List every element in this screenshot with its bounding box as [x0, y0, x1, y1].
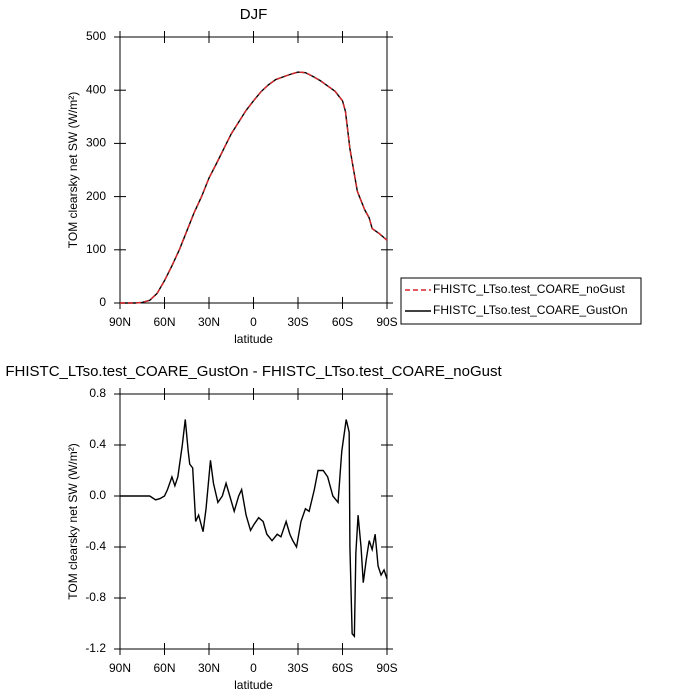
x-tick-label: 90N — [109, 315, 131, 329]
legend-label: FHISTC_LTso.test_COARE_noGust — [433, 282, 626, 296]
data-line — [120, 71, 388, 304]
x-tick-label: 90N — [109, 661, 131, 675]
y-tick-label: 0.8 — [89, 386, 106, 400]
y-tick-label: 500 — [86, 29, 106, 43]
chart-title: FHISTC_LTso.test_COARE_GustOn - FHISTC_L… — [5, 363, 502, 380]
data-line — [120, 71, 388, 304]
x-tick-label: 30N — [198, 315, 220, 329]
y-tick-label: -0.4 — [85, 539, 106, 553]
x-tick-label: 0 — [250, 661, 257, 675]
y-tick-label: 400 — [86, 82, 106, 96]
x-tick-label: 60N — [153, 661, 175, 675]
x-tick-label: 60N — [153, 315, 175, 329]
x-tick-label: 60S — [332, 661, 353, 675]
chart-title: DJF — [240, 6, 268, 23]
y-tick-label: -0.8 — [85, 590, 106, 604]
data-line — [120, 419, 388, 639]
legend-label: FHISTC_LTso.test_COARE_GustOn — [433, 303, 628, 317]
x-tick-label: 90S — [376, 661, 397, 675]
y-tick-label: 0.0 — [89, 488, 106, 502]
y-tick-label: 0 — [99, 295, 106, 309]
y-axis-label: TOM clearsky net SW (W/m²) — [66, 443, 80, 599]
plot-frame — [119, 393, 388, 650]
y-tick-label: -1.2 — [85, 641, 106, 655]
y-tick-label: 0.4 — [89, 437, 106, 451]
y-tick-label: 300 — [86, 136, 106, 150]
plot-frame — [119, 36, 388, 304]
y-axis-label: TOM clearsky net SW (W/m²) — [66, 92, 80, 248]
x-tick-label: 90S — [376, 315, 397, 329]
x-axis-label: latitude — [234, 678, 273, 692]
x-tick-label: 30S — [287, 661, 308, 675]
y-tick-label: 100 — [86, 242, 106, 256]
x-axis-label: latitude — [234, 332, 273, 346]
x-tick-label: 30S — [287, 315, 308, 329]
y-tick-label: 200 — [86, 189, 106, 203]
x-tick-label: 0 — [250, 315, 257, 329]
legend-box — [400, 277, 642, 325]
x-tick-label: 30N — [198, 661, 220, 675]
x-tick-label: 60S — [332, 315, 353, 329]
